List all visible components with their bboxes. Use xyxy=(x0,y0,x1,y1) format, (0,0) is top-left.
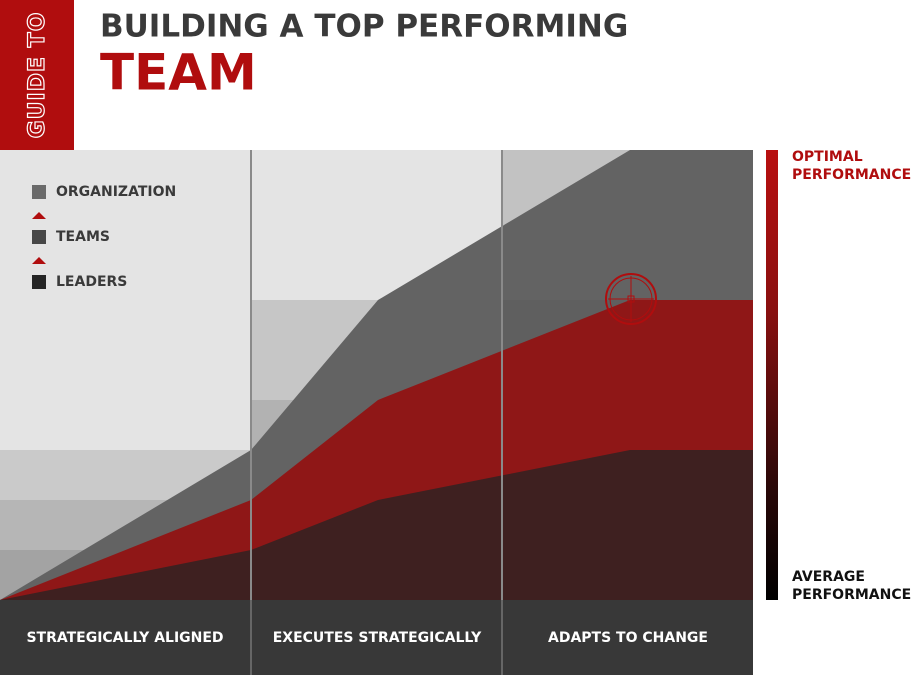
scale-top-label: PERFORMANCE xyxy=(792,167,911,183)
legend-swatch xyxy=(32,185,46,199)
column-label: EXECUTES STRATEGICALLY xyxy=(273,630,482,646)
title-emphasis: TEAM xyxy=(100,44,257,102)
column-footer xyxy=(0,600,753,675)
tab-text: GUIDE TO xyxy=(25,12,50,139)
legend-label: TEAMS xyxy=(56,229,110,245)
scale-bottom-label: AVERAGE xyxy=(792,569,865,585)
scale-bottom-label: PERFORMANCE xyxy=(792,587,911,603)
legend-arrow xyxy=(32,212,46,219)
legend-arrow xyxy=(32,257,46,264)
column-label: ADAPTS TO CHANGE xyxy=(548,630,708,646)
legend-label: ORGANIZATION xyxy=(56,184,176,200)
legend-swatch xyxy=(32,275,46,289)
title: BUILDING A TOP PERFORMING xyxy=(100,9,628,45)
scale-bar xyxy=(766,150,778,600)
legend-swatch xyxy=(32,230,46,244)
legend-label: LEADERS xyxy=(56,274,127,290)
tab xyxy=(0,0,74,150)
leaders-area xyxy=(0,450,753,600)
target-icon xyxy=(605,273,657,325)
column-label: STRATEGICALLY ALIGNED xyxy=(26,630,223,646)
scale-top-label: OPTIMAL xyxy=(792,149,863,165)
